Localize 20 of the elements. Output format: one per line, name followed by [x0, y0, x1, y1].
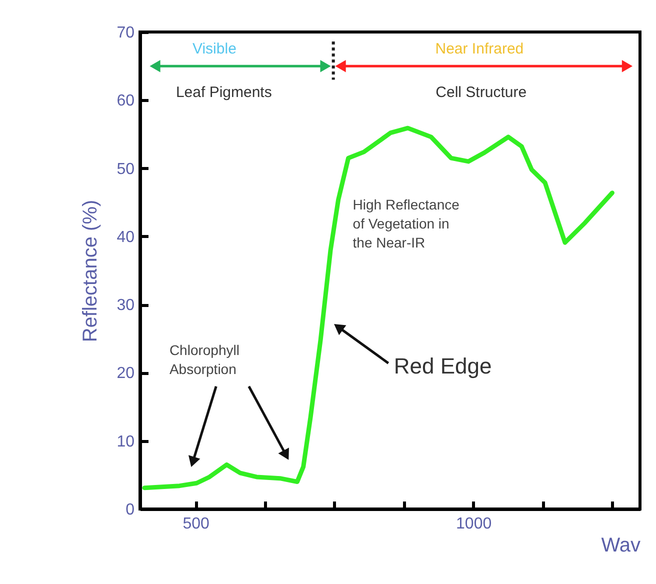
- annotation: Cell Structure: [436, 84, 527, 101]
- line-series: [142, 126, 614, 490]
- x-tick-label: 500: [182, 516, 210, 532]
- y-tick-label: 40: [116, 228, 135, 246]
- y-tick-label: 70: [116, 24, 135, 42]
- y-tick-label: 30: [116, 297, 135, 314]
- y-axis-title: Reflectance (%): [80, 200, 102, 342]
- annotation: Near Infrared: [435, 40, 524, 58]
- annotation: Visible: [192, 40, 236, 58]
- annotation: Red Edge: [394, 354, 492, 379]
- x-tick-label: 1000: [456, 516, 492, 532]
- y-tick-label: 60: [116, 92, 135, 110]
- annotation: Leaf Pigments: [176, 84, 272, 101]
- x-axis-title: Wav: [601, 534, 640, 556]
- annotation: High Reflectance of Vegetation in the Near-IR: [352, 196, 460, 250]
- y-tick-label: 10: [116, 433, 135, 450]
- y-tick-label: 0: [126, 502, 135, 518]
- y-tick-label: 50: [116, 160, 135, 178]
- y-tick-label: 20: [116, 365, 135, 382]
- annotation: Chlorophyll Absorption: [169, 342, 240, 378]
